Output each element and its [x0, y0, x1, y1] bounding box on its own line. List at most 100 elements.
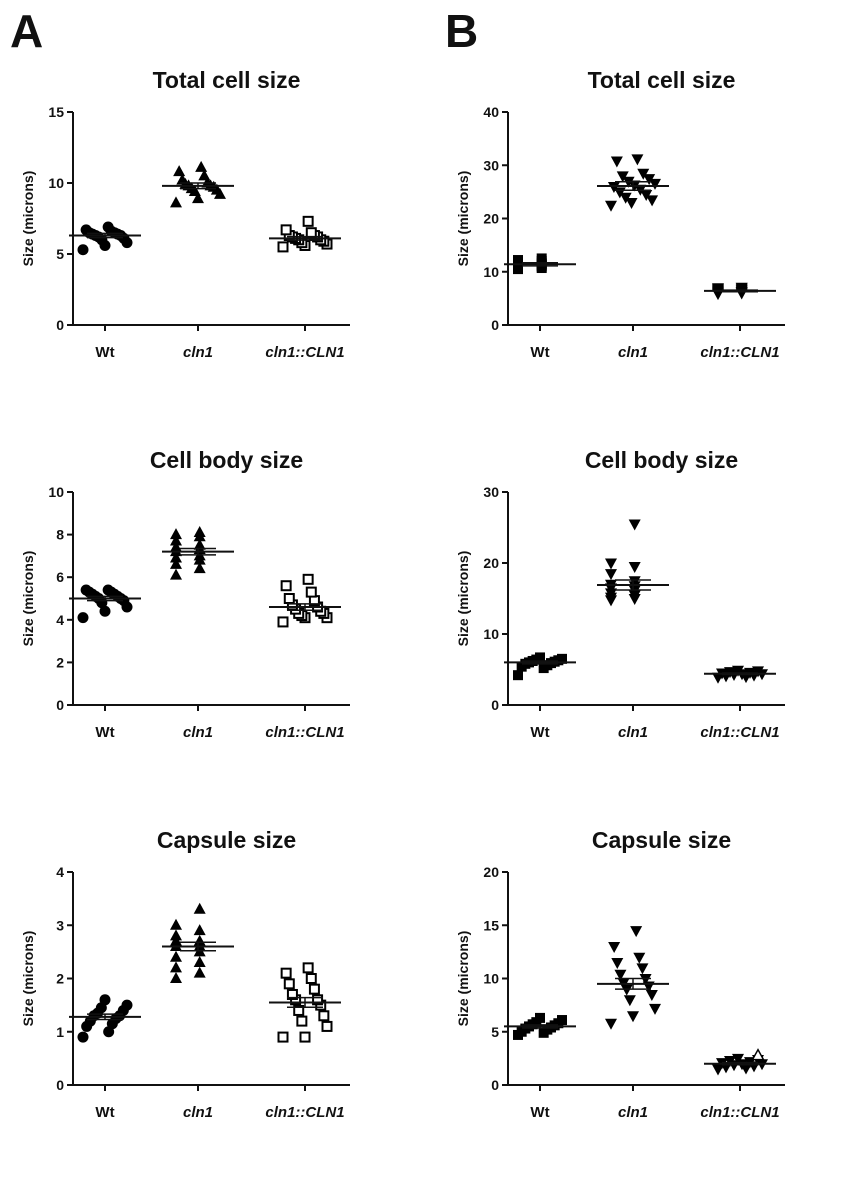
y-tick-label: 1	[56, 1024, 64, 1040]
data-point-triangle-up	[193, 934, 206, 946]
chart-title: Cell body size	[150, 447, 303, 473]
data-point-triangle-down	[732, 665, 744, 677]
data-point-triangle-down	[608, 942, 621, 954]
data-point-open-square	[302, 215, 314, 227]
y-tick-label: 0	[56, 697, 64, 713]
data-point-open-square	[318, 1010, 330, 1022]
data-point-circle	[99, 994, 111, 1006]
x-tick-label-wt: Wt	[95, 724, 114, 741]
data-point-circle	[102, 221, 114, 233]
y-axis-label: Size (microns)	[20, 171, 36, 267]
y-tick-label: 10	[48, 175, 64, 191]
y-tick-label: 20	[483, 864, 499, 880]
y-axis-label: Size (microns)	[455, 171, 471, 267]
data-point-circle	[99, 605, 111, 617]
data-point-triangle-down	[712, 283, 724, 295]
data-point-triangle-up	[170, 196, 182, 208]
y-tick-label: 20	[483, 555, 499, 571]
data-point-open-square	[321, 1020, 333, 1032]
y-tick-label: 0	[56, 1077, 64, 1093]
y-tick-label: 10	[483, 626, 499, 642]
data-point-triangle-up	[170, 540, 182, 552]
data-point-triangle-up	[195, 160, 208, 172]
data-point-triangle-up	[170, 568, 182, 580]
data-point-open-square	[283, 593, 295, 604]
data-point-triangle-down	[628, 519, 641, 531]
data-point-triangle-up	[170, 534, 182, 546]
data-point-circle	[77, 612, 89, 624]
x-tick-label-cln1: cln1	[618, 344, 648, 361]
x-tick-label-cln1-cln1: cln1::CLN1	[265, 724, 344, 741]
chart-cell-body-size-b: Cell body size Size (microns) 0 10 20 30 Wt cln…	[440, 440, 840, 800]
data-point-triangle-up	[198, 169, 211, 181]
x-tick-label-wt: Wt	[530, 724, 549, 741]
y-tick-label: 30	[483, 157, 499, 173]
y-tick-label: 8	[56, 527, 64, 543]
chart-title: Total cell size	[588, 67, 736, 93]
y-tick-label: 2	[56, 971, 64, 987]
y-tick-label: 6	[56, 569, 64, 585]
data-point-circle	[80, 224, 92, 236]
data-point-open-square	[296, 1015, 308, 1027]
data-point-triangle-down	[623, 995, 636, 1007]
data-point-triangle-down	[643, 174, 656, 186]
data-point-open-square	[280, 580, 292, 592]
y-tick-label: 10	[48, 484, 64, 500]
data-point-triangle-down	[637, 168, 650, 180]
x-tick-label-wt: Wt	[530, 1104, 549, 1121]
data-point-triangle-down	[732, 1053, 744, 1065]
data-point-triangle-up	[193, 902, 206, 914]
chart-total-cell-size-b: Total cell size Size (microns) 0 10 20 30 40 Wt…	[440, 60, 840, 420]
y-tick-label: 2	[56, 654, 64, 670]
data-point-triangle-up	[173, 165, 186, 177]
data-point-triangle-up	[170, 551, 182, 563]
y-tick-label: 0	[491, 317, 499, 333]
y-tick-label: 30	[483, 484, 499, 500]
data-point-circle	[80, 584, 92, 596]
chart-title: Capsule size	[157, 827, 296, 853]
data-point-square	[535, 652, 545, 663]
y-tick-label: 10	[483, 971, 499, 987]
y-tick-label: 4	[56, 864, 64, 880]
data-point-open-square	[299, 1031, 311, 1043]
data-point-triangle-down	[645, 989, 658, 1001]
data-point-square	[535, 1012, 545, 1023]
y-tick-label: 40	[483, 104, 499, 120]
data-point-triangle-up	[170, 557, 182, 569]
data-point-triangle-down	[625, 198, 638, 210]
x-tick-label-cln1: cln1	[183, 724, 213, 741]
data-point-triangle-up	[170, 528, 182, 540]
data-point-triangle-down	[619, 192, 632, 204]
x-tick-label-cln1-cln1: cln1::CLN1	[700, 724, 779, 741]
data-point-triangle-down	[633, 952, 646, 964]
chart-svg: Total cell size Size (microns) 0 5 10 15 Wt cln…	[20, 67, 350, 361]
data-point-open-square	[277, 1031, 289, 1043]
x-tick-label-cln1: cln1	[183, 344, 213, 361]
chart-capsule-size-a: Capsule size Size (microns) 0 1 2 3 4 Wt cln1 cln…	[5, 820, 405, 1180]
data-point-triangle-down	[616, 171, 629, 183]
data-point-triangle-down	[636, 963, 649, 975]
chart-title: Total cell size	[153, 67, 301, 93]
data-point-open-square	[308, 983, 320, 995]
y-axis-label: Size (microns)	[455, 931, 471, 1027]
chart-capsule-size-b: Capsule size Size (microns) 0 5 10 15 20 Wt cln1…	[440, 820, 840, 1180]
y-tick-label: 0	[491, 697, 499, 713]
y-tick-label: 5	[56, 246, 64, 262]
data-point-triangle-down	[605, 1018, 617, 1030]
data-point-open-square	[305, 227, 317, 239]
y-tick-label: 15	[483, 917, 499, 933]
y-tick-label: 3	[56, 917, 64, 933]
y-tick-label: 20	[483, 211, 499, 227]
y-axis-label: Size (microns)	[20, 931, 36, 1027]
chart-total-cell-size-a: Total cell size Size (microns) 0 5 10 15 Wt cln…	[5, 60, 405, 420]
data-point-triangle-down	[614, 969, 627, 981]
data-point-triangle-up	[170, 972, 182, 983]
data-point-triangle-up	[193, 525, 206, 537]
data-point-triangle-up	[201, 176, 214, 188]
y-tick-label: 0	[491, 1077, 499, 1093]
data-point-triangle-down	[630, 926, 643, 938]
chart-svg: Cell body size Size (microns) 0 2 4 6 8 10 Wt cln…	[20, 447, 350, 741]
chart-title: Cell body size	[585, 447, 738, 473]
data-point-triangle-up	[176, 173, 189, 185]
chart-svg: Total cell size Size (microns) 0 10 20 30 40 Wt…	[455, 67, 785, 361]
